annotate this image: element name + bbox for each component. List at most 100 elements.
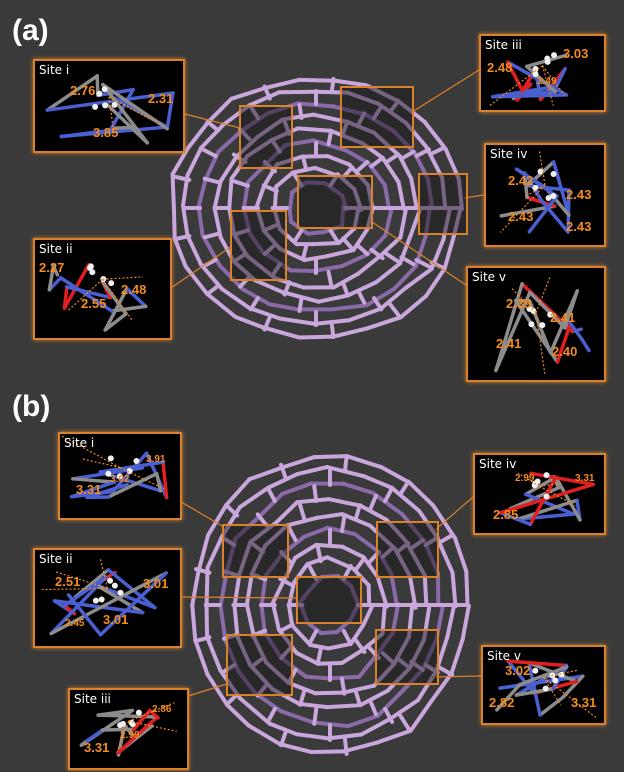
cage-bond bbox=[445, 602, 457, 640]
molecule-bond bbox=[498, 510, 533, 527]
distance-label: 2.55 bbox=[81, 296, 107, 311]
cage-bond bbox=[276, 627, 299, 655]
cage-bond bbox=[269, 126, 301, 142]
cage-bond bbox=[361, 555, 380, 579]
contact-line bbox=[510, 287, 537, 314]
cage-bond bbox=[368, 523, 398, 551]
cage-bond bbox=[224, 692, 240, 707]
cage-bond bbox=[339, 514, 347, 534]
cage-bond bbox=[248, 663, 275, 692]
cage-bond bbox=[341, 236, 355, 251]
cage-bond bbox=[356, 111, 367, 128]
cage-bond bbox=[307, 575, 325, 592]
site-title: Site v bbox=[487, 649, 521, 663]
hydrogen-atom bbox=[117, 589, 124, 596]
cage-bond bbox=[329, 303, 369, 312]
contact-line bbox=[119, 467, 165, 490]
cage-bond bbox=[378, 286, 408, 311]
cage-bond bbox=[399, 255, 416, 267]
cage-bond bbox=[312, 484, 319, 504]
cage-bond bbox=[414, 147, 432, 158]
molecule-bond bbox=[529, 471, 595, 487]
cage-bond bbox=[286, 603, 295, 628]
hydrogen-atom bbox=[543, 472, 550, 479]
cage-bond bbox=[398, 714, 411, 731]
cage-bond bbox=[200, 258, 218, 269]
cage-bond bbox=[372, 661, 397, 688]
cage-site-box-a-iii bbox=[340, 86, 414, 148]
cage-bond bbox=[370, 490, 405, 517]
cage-bond bbox=[380, 545, 396, 559]
cage-bond bbox=[344, 148, 371, 166]
connector-b-i bbox=[177, 499, 223, 527]
cage-bond bbox=[372, 296, 384, 312]
panel-b-label: (b) bbox=[12, 390, 51, 423]
cage-bond bbox=[325, 154, 352, 167]
distance-label: 3.31 bbox=[571, 695, 597, 710]
cage-bond bbox=[336, 226, 357, 245]
cage-bond bbox=[315, 544, 323, 564]
cage-bond bbox=[367, 645, 381, 661]
contact-line bbox=[102, 276, 144, 280]
cage-bond bbox=[194, 567, 212, 575]
hydrogen-atom bbox=[551, 52, 558, 59]
contact-line bbox=[543, 669, 578, 678]
cage-bond bbox=[312, 454, 349, 460]
cage-bond bbox=[403, 538, 427, 578]
cage-bond bbox=[424, 144, 445, 180]
hydrogen-atom bbox=[102, 102, 109, 109]
cage-bond bbox=[305, 555, 330, 567]
cage-bond bbox=[329, 322, 336, 340]
cage-bond bbox=[253, 691, 284, 714]
distance-label: 2.27 bbox=[39, 260, 65, 275]
molecule-bond bbox=[524, 478, 553, 497]
cage-bond bbox=[249, 541, 266, 555]
hydrogen-atom bbox=[86, 265, 93, 272]
cage-bond bbox=[355, 160, 370, 174]
molecule-bond bbox=[125, 286, 148, 309]
cage-bond bbox=[383, 706, 395, 724]
cage-bond bbox=[328, 228, 340, 244]
molecule-bond bbox=[554, 475, 582, 522]
cage-bond bbox=[428, 671, 454, 704]
cage-bond bbox=[326, 270, 334, 287]
cage-bond bbox=[341, 481, 375, 495]
cage-bond bbox=[326, 674, 361, 681]
cage-bond bbox=[265, 472, 300, 490]
cage-bond bbox=[190, 569, 201, 608]
cage-bond bbox=[224, 503, 240, 518]
distance-label: 2.42 bbox=[508, 173, 534, 188]
cage-bond bbox=[199, 122, 226, 150]
cage-bond bbox=[279, 655, 308, 679]
cage-bond bbox=[356, 288, 367, 305]
molecule-bond bbox=[514, 167, 559, 198]
contact-line bbox=[128, 702, 175, 722]
cage-bond bbox=[185, 233, 204, 267]
cage-bond bbox=[315, 512, 345, 520]
hydrogen-atom bbox=[550, 193, 557, 200]
distance-label: 2.48 bbox=[487, 60, 513, 75]
cage-bond bbox=[262, 84, 272, 101]
cage-bond bbox=[356, 653, 379, 679]
cage-bond bbox=[232, 604, 240, 639]
connector-a-i bbox=[180, 112, 241, 129]
cage-bond bbox=[227, 176, 234, 211]
hydrogen-atom bbox=[107, 577, 114, 584]
cage-bond bbox=[185, 145, 204, 178]
molecule-bond bbox=[538, 695, 566, 717]
molecule-bond bbox=[106, 471, 159, 499]
site-title: Site i bbox=[39, 63, 70, 77]
cage-bond bbox=[391, 129, 417, 155]
cage-bond bbox=[247, 90, 282, 108]
cage-bond bbox=[273, 500, 300, 525]
cage-site-box-b-v bbox=[375, 629, 439, 685]
hydrogen-atom bbox=[552, 677, 559, 684]
cage-bond bbox=[352, 205, 361, 231]
distance-label: 3.31 bbox=[575, 473, 595, 484]
distance-label: 2.39 bbox=[506, 296, 532, 311]
molecule-b-site-v bbox=[495, 659, 597, 719]
cage-bond bbox=[309, 749, 347, 755]
cage-site-box-a-ii bbox=[230, 210, 287, 281]
cage-bond bbox=[183, 264, 210, 296]
distance-label: 2.51 bbox=[55, 574, 81, 589]
